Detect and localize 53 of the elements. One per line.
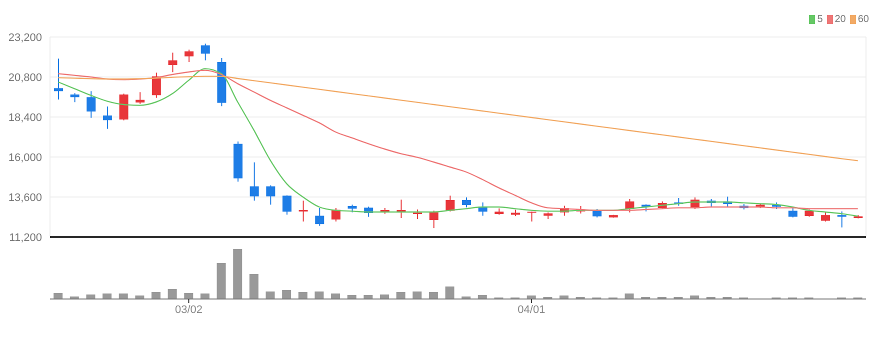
candlestick <box>136 92 145 104</box>
x-tick-label: 03/02 <box>174 304 202 316</box>
candlestick <box>266 184 276 206</box>
bar <box>118 294 128 299</box>
bar <box>54 293 63 299</box>
y-tick-label: 11,200 <box>9 232 42 244</box>
candlestick <box>396 199 406 218</box>
y-tick-label: 16,000 <box>8 152 42 164</box>
candlestick <box>54 58 63 100</box>
bar <box>445 286 454 299</box>
candlestick <box>821 212 830 222</box>
candlestick <box>86 90 96 118</box>
bar <box>102 294 112 299</box>
bar <box>298 292 308 299</box>
bar <box>200 294 210 299</box>
legend-label: 20 <box>834 14 846 25</box>
candlestick <box>282 194 292 216</box>
candlestick <box>184 49 194 62</box>
bar <box>314 292 324 299</box>
bar <box>152 292 161 299</box>
bar <box>282 290 292 299</box>
candlestick <box>413 209 422 220</box>
candlestick <box>527 211 536 222</box>
bar <box>184 293 194 299</box>
y-tick-label: 18,400 <box>8 112 42 124</box>
candlestick <box>788 206 798 218</box>
candlestick <box>250 162 259 202</box>
bar <box>168 289 177 299</box>
line-series <box>58 76 858 162</box>
bar <box>216 263 226 299</box>
y-tick-label: 20,800 <box>8 72 42 84</box>
bar <box>624 294 634 299</box>
y-tick-label: 23,200 <box>8 32 42 44</box>
candlestick <box>200 43 210 61</box>
x-tick-label: 04/01 <box>518 304 546 316</box>
bar <box>233 249 242 299</box>
candlestick <box>446 195 455 212</box>
candlestick <box>837 210 846 228</box>
candlestick <box>168 52 178 73</box>
bar <box>266 292 275 299</box>
candlestick <box>462 196 471 208</box>
bar <box>396 292 406 299</box>
bar <box>331 294 340 299</box>
candlestick <box>298 200 308 222</box>
legend-label: 5 <box>817 14 823 25</box>
y-tick-label: 13,600 <box>8 192 42 204</box>
bar <box>428 292 438 299</box>
candlestick <box>102 106 112 130</box>
bar <box>249 274 258 299</box>
legend-label: 60 <box>858 14 869 25</box>
candlestick <box>429 210 438 229</box>
candlestick <box>315 208 324 226</box>
bar <box>412 292 422 299</box>
